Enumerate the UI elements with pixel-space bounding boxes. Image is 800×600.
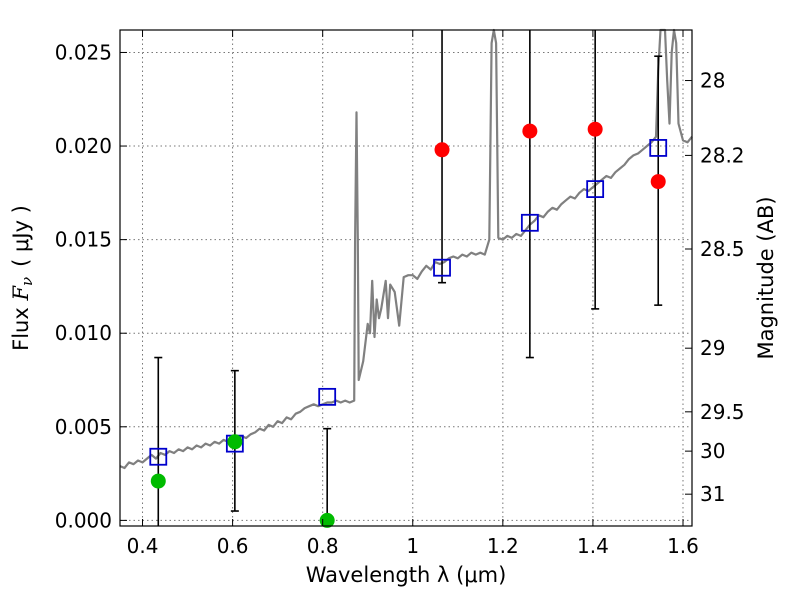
y-tick-label: 0.015 <box>55 228 112 252</box>
grid <box>120 30 692 526</box>
observed-point <box>434 142 450 158</box>
right-tick-label: 31 <box>700 482 725 506</box>
model-square <box>649 139 668 157</box>
spectrum-line <box>119 28 693 470</box>
x-tick-label: 1.2 <box>487 534 519 558</box>
y-axis-label-subscript: ν <box>18 277 36 286</box>
x-tick-label: 1 <box>406 534 419 558</box>
observed-point <box>150 473 166 489</box>
right-tick-label: 28.2 <box>700 143 745 167</box>
observed-point <box>522 123 538 139</box>
observed-point <box>587 121 603 137</box>
y-tick-label: 0.000 <box>55 508 112 532</box>
model-square <box>318 387 337 406</box>
x-axis-label: Wavelength λ (μm) <box>306 563 507 587</box>
y-axis-label-symbol: F <box>9 285 33 302</box>
model-square <box>520 213 539 232</box>
y-axis-label-prefix: Flux <box>9 301 33 351</box>
spectrum-layer <box>119 28 693 470</box>
model-square <box>149 447 168 466</box>
y-tick-label: 0.025 <box>55 40 112 64</box>
plot-frame <box>119 29 693 527</box>
y-tick-label: 0.020 <box>55 134 112 158</box>
observed-point <box>227 434 243 450</box>
y-tick-label: 0.005 <box>55 415 112 439</box>
y-tick-label: 0.010 <box>55 321 112 345</box>
tick-labels: 0.4 0.6 0.8 1 1.2 1.4 1.6 0.000 0.005 0.010 0.015 0… <box>55 40 745 558</box>
observed-point <box>650 174 666 190</box>
right-tick-label: 28.5 <box>700 237 745 261</box>
error-bars <box>154 30 663 526</box>
y-axis-label-unit: ( μJy ) <box>9 205 33 267</box>
x-tick-label: 1.6 <box>667 534 699 558</box>
observed-point <box>319 512 335 528</box>
x-tick-label: 0.6 <box>217 534 249 558</box>
right-axis-label: Magnitude (AB) <box>754 196 778 359</box>
right-tick-label: 29.5 <box>700 400 745 424</box>
model-square <box>586 180 605 198</box>
x-tick-label: 0.4 <box>127 534 159 558</box>
markers <box>149 121 668 528</box>
x-tick-label: 0.8 <box>307 534 339 558</box>
x-tick-label: 1.4 <box>577 534 609 558</box>
model-square <box>433 258 451 277</box>
right-tick-label: 29 <box>700 336 725 360</box>
y-axis-label: Flux Fν ( μJy ) <box>9 205 36 351</box>
right-tick-label: 28 <box>700 69 725 93</box>
right-tick-label: 30 <box>700 439 725 463</box>
ticks <box>120 30 692 526</box>
